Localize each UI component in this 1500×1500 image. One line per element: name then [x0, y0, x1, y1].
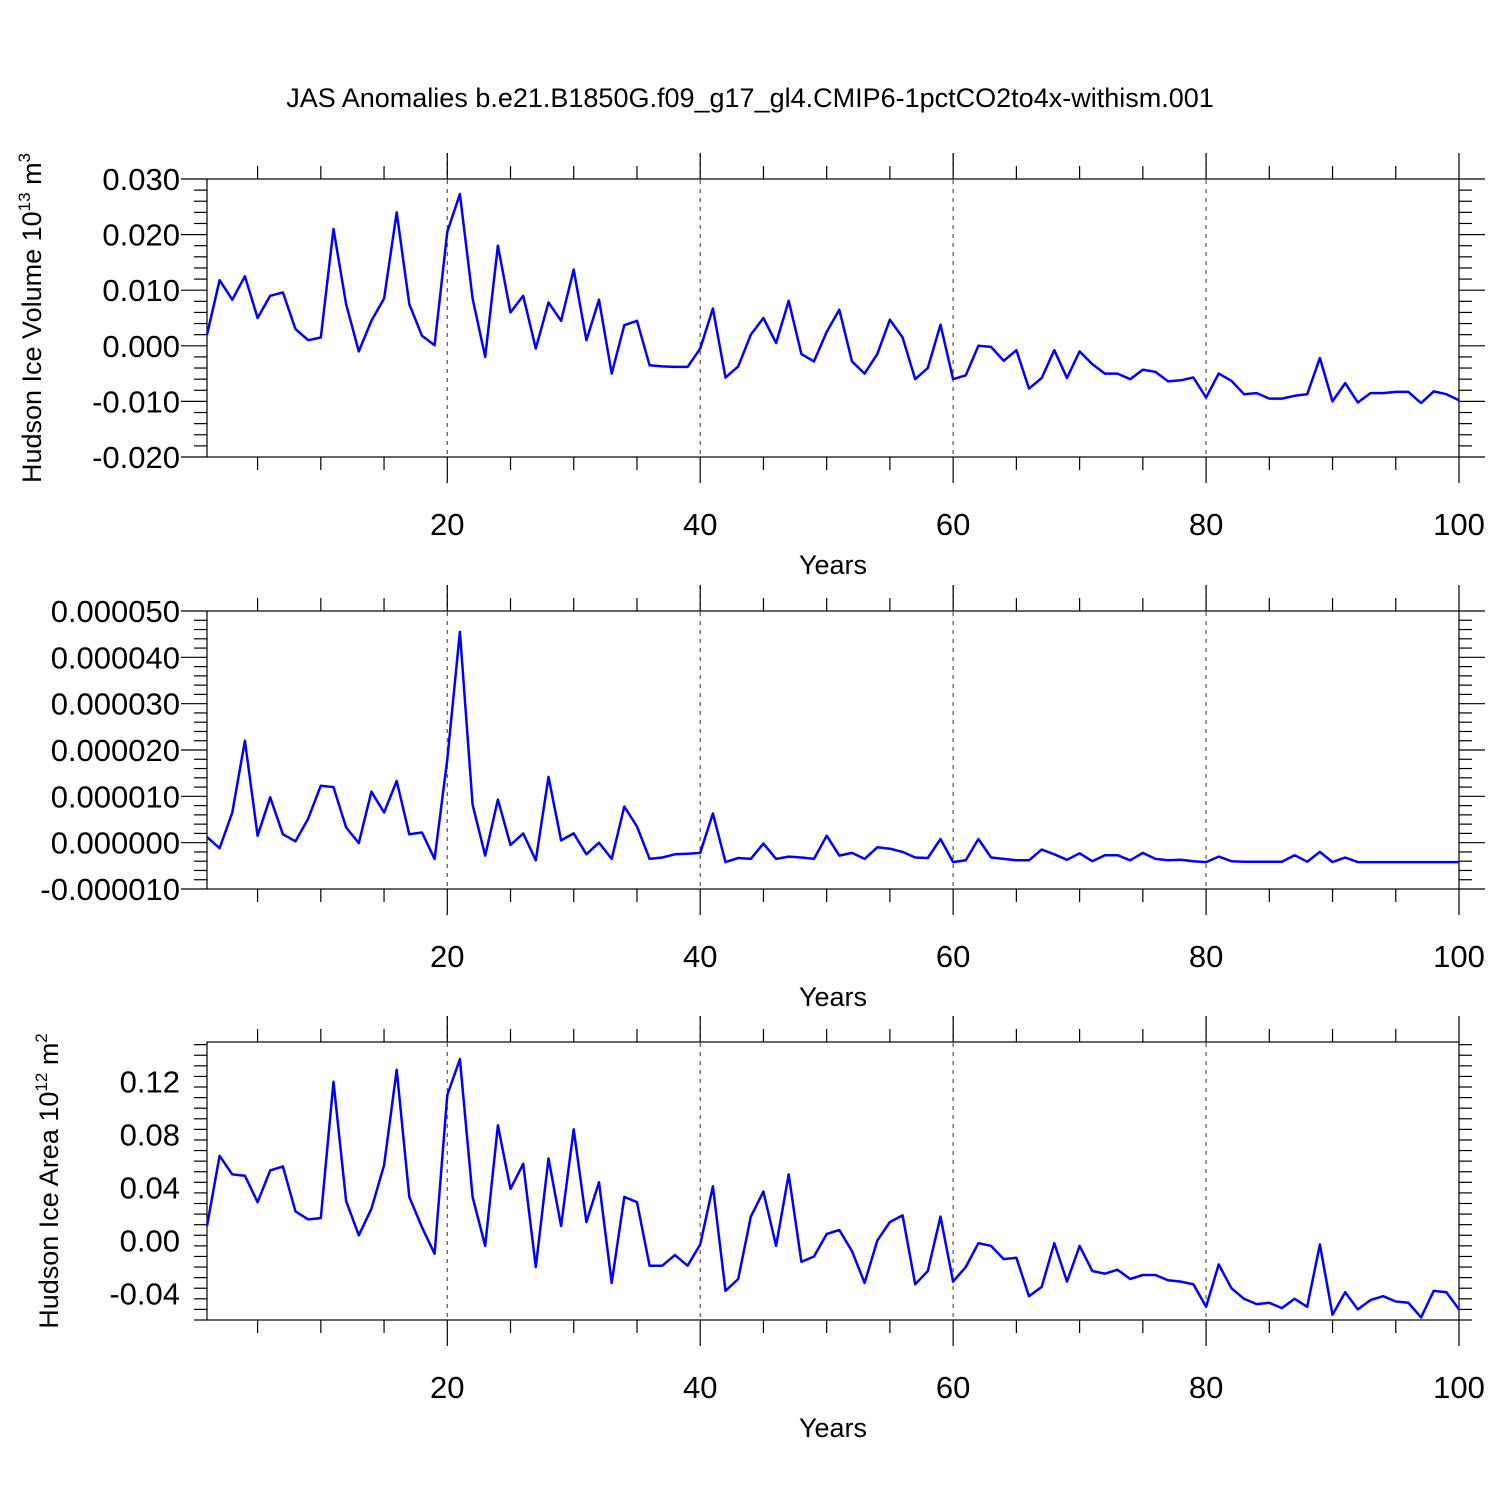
x-tick-label-40: 40 — [683, 939, 717, 974]
plot-frame — [206, 178, 1460, 458]
x-tick-label-80: 80 — [1189, 507, 1223, 542]
y-tick-label: 0.000000 — [51, 826, 180, 861]
x-tick-label-100: 100 — [1433, 939, 1485, 974]
y-tick-label: 0.010 — [102, 273, 180, 308]
y-tick-label: 0.000010 — [51, 779, 180, 814]
plot-frame — [206, 1041, 1460, 1321]
panel-ice-area: 20 40 60 80 100 Years -0.04 0.00 0.04 0.08 0.12 Hud… — [32, 1016, 1485, 1443]
series-line — [205, 1057, 1461, 1319]
x-tick-label-80: 80 — [1189, 939, 1223, 974]
y-tick-label: 0.00 — [120, 1224, 180, 1259]
y-tick-label: -0.000010 — [40, 872, 180, 907]
y-axis-title: Hudson Ice Area 1012 m2 — [32, 1033, 64, 1329]
x-tick-label-100: 100 — [1433, 1370, 1485, 1405]
x-axis-title: Years — [799, 550, 867, 580]
x-tick-label-60: 60 — [936, 1370, 970, 1405]
y-tick-label: 0.000030 — [51, 687, 180, 722]
y-tick-label: -0.04 — [109, 1277, 180, 1312]
y-tick-label: 0.000050 — [51, 594, 180, 629]
x-tick-label-20: 20 — [430, 1370, 464, 1405]
panel-middle: 20 40 60 80 100 Years -0.000010 0.000000 0.00001… — [40, 585, 1485, 1012]
x-tick-label-60: 60 — [936, 507, 970, 542]
x-axis-title: Years — [799, 982, 867, 1012]
y-tick-label: -0.020 — [92, 440, 180, 475]
x-tick-label-40: 40 — [683, 507, 717, 542]
x-axis-title: Years — [799, 1413, 867, 1443]
y-tick-label: 0.020 — [102, 218, 180, 253]
y-tick-label: 0.12 — [120, 1065, 180, 1100]
series-line — [206, 630, 1459, 864]
x-tick-label-80: 80 — [1189, 1370, 1223, 1405]
panel-ice-volume: 20 40 60 80 100 Years -0.020 -0.010 0.000 0.010 0.… — [15, 153, 1485, 580]
y-tick-label: 0.000020 — [51, 733, 180, 768]
y-tick-label: 0.030 — [102, 162, 180, 197]
figure-title: JAS Anomalies b.e21.B1850G.f09_g17_gl4.C… — [286, 83, 1214, 113]
y-axis-title: Hudson Ice Volume 1013 m3 — [15, 153, 47, 483]
x-tick-label-60: 60 — [936, 939, 970, 974]
y-tick-label: 0.08 — [120, 1118, 180, 1153]
y-tick-label: -0.010 — [92, 384, 180, 419]
y-tick-label: 0.000 — [102, 329, 180, 364]
series-line — [205, 192, 1460, 405]
x-tick-label-20: 20 — [430, 939, 464, 974]
x-tick-label-20: 20 — [430, 507, 464, 542]
x-tick-label-40: 40 — [683, 1370, 717, 1405]
y-tick-label: 0.000040 — [51, 640, 180, 675]
x-tick-label-100: 100 — [1433, 507, 1485, 542]
y-tick-label: 0.04 — [120, 1171, 180, 1206]
